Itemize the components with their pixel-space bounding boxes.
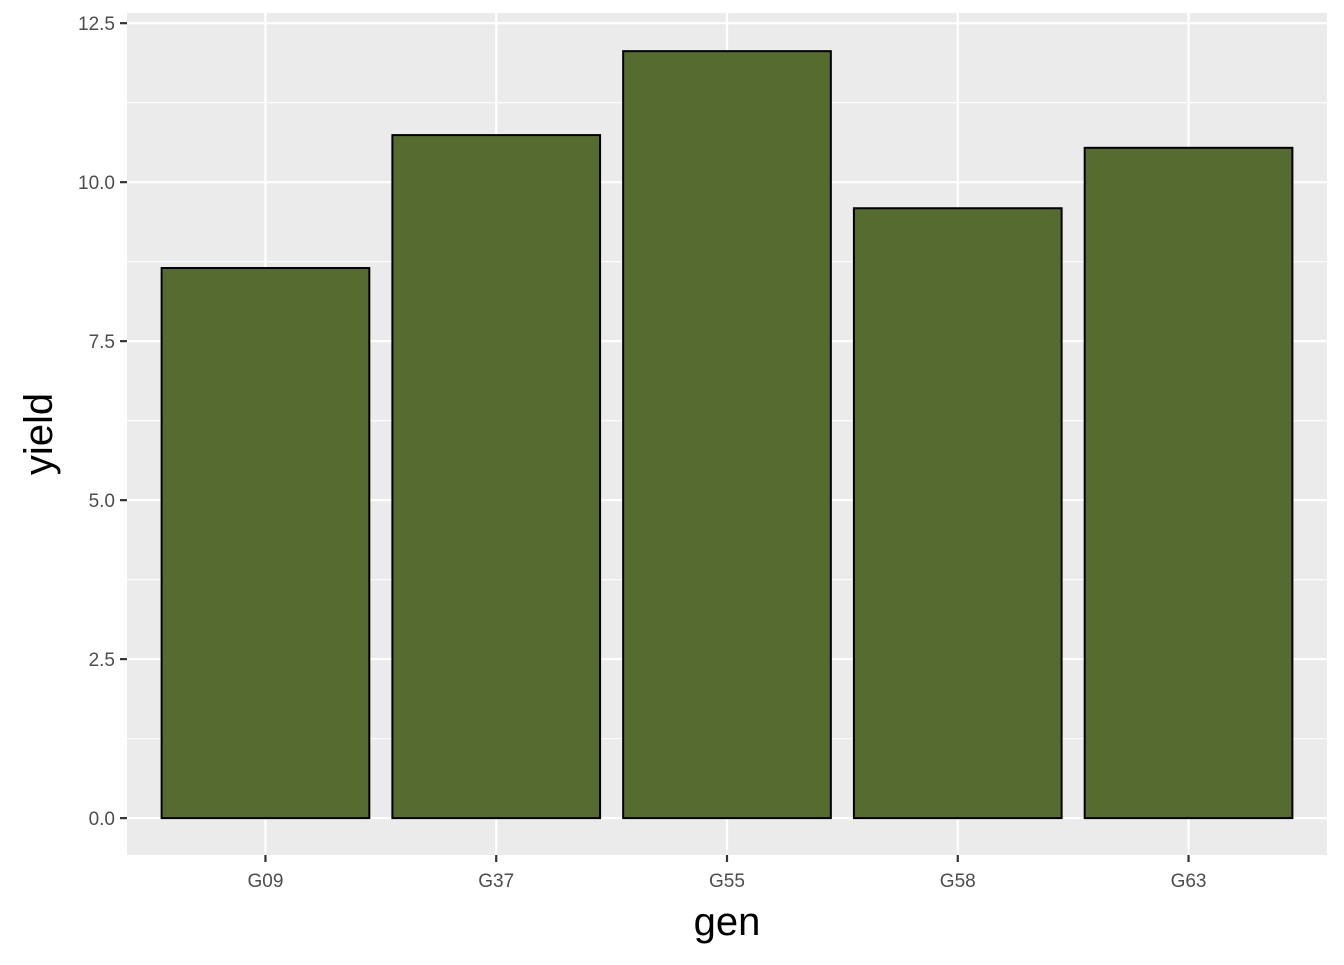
y-tick-label: 7.5: [89, 332, 115, 353]
bar-g09: [160, 267, 371, 820]
x-tick-label: G58: [940, 871, 976, 892]
bar-g37: [391, 134, 602, 820]
x-tick-label: G37: [478, 871, 514, 892]
bar-g55: [622, 50, 832, 820]
y-axis-title: yield: [17, 393, 61, 475]
y-axis: 0.0 2.5 5.0 7.5 10.0 12.5: [78, 14, 127, 830]
bar-g58: [852, 207, 1063, 820]
y-tick-label: 0.0: [89, 809, 115, 830]
x-tick-label: G09: [248, 871, 284, 892]
x-axis: G09 G37 G55 G58 G63: [248, 855, 1207, 892]
bars: [160, 50, 1294, 820]
y-tick-label: 5.0: [89, 491, 115, 512]
x-tick-label: G63: [1171, 871, 1207, 892]
bar-g63: [1083, 146, 1294, 820]
y-tick-label: 2.5: [89, 650, 115, 671]
x-tick-label: G55: [709, 871, 745, 892]
y-tick-label: 10.0: [78, 173, 115, 194]
x-axis-title: gen: [694, 900, 761, 944]
y-tick-label: 12.5: [78, 14, 115, 35]
